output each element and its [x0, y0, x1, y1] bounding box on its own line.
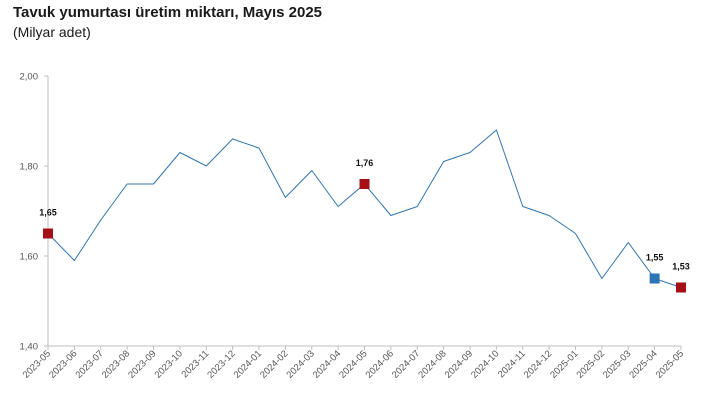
x-tick-label: 2024-08 — [416, 348, 448, 380]
series-line — [47, 129, 682, 288]
y-tick-label: 2,00 — [20, 72, 39, 83]
x-tick-label: 2023-06 — [47, 348, 79, 380]
markers: 1,65 1,76 1,55 1,53 — [39, 158, 690, 293]
data-point-marker — [359, 179, 370, 189]
chart-title: Tavuk yumurtası üretim miktarı, Mayıs 20… — [13, 4, 323, 21]
y-tick-label: 1,60 — [20, 252, 39, 263]
data-label: 1,53 — [672, 262, 690, 272]
data-label: 1,55 — [646, 253, 664, 263]
x-tick-label: 2024-05 — [337, 348, 369, 380]
x-axis: 2023-052023-062023-072023-082023-092023-… — [21, 345, 686, 381]
x-tick-label: 2023-07 — [73, 348, 105, 380]
data-point-marker — [43, 228, 53, 239]
chart-subtitle: (Milyar adet) — [13, 24, 91, 40]
y-axis: 1,40 1,60 1,80 2,00 — [20, 72, 49, 353]
y-tick-label: 1,80 — [20, 162, 39, 173]
data-label: 1,65 — [39, 208, 57, 218]
x-tick-label: 2024-07 — [390, 348, 422, 380]
x-tick-label: 2025-03 — [601, 348, 633, 380]
y-tick-label: 1,40 — [20, 342, 39, 353]
x-tick-label: 2024-10 — [469, 348, 501, 380]
data-label: 1,76 — [356, 158, 374, 168]
data-point-marker — [649, 273, 660, 284]
x-tick-label: 2024-09 — [443, 348, 475, 380]
x-tick-label: 2024-06 — [364, 348, 396, 380]
x-tick-label: 2023-08 — [100, 348, 132, 380]
x-tick-label: 2024-02 — [258, 348, 290, 380]
x-tick-label: 2023-05 — [21, 348, 53, 380]
x-tick-label: 2025-04 — [627, 348, 659, 380]
x-tick-label: 2024-03 — [284, 348, 316, 380]
x-tick-label: 2025-01 — [548, 348, 580, 380]
x-tick-label: 2023-09 — [126, 348, 158, 380]
data-point-marker — [676, 282, 686, 293]
x-tick-label: 2025-05 — [654, 348, 686, 380]
x-tick-label: 2025-02 — [575, 348, 607, 380]
x-tick-label: 2024-01 — [232, 348, 264, 380]
series — [47, 129, 682, 288]
x-tick-label: 2024-12 — [522, 348, 554, 380]
x-tick-label: 2023-12 — [205, 348, 237, 380]
x-tick-label: 2023-10 — [153, 348, 185, 380]
x-tick-label: 2024-04 — [311, 348, 343, 380]
